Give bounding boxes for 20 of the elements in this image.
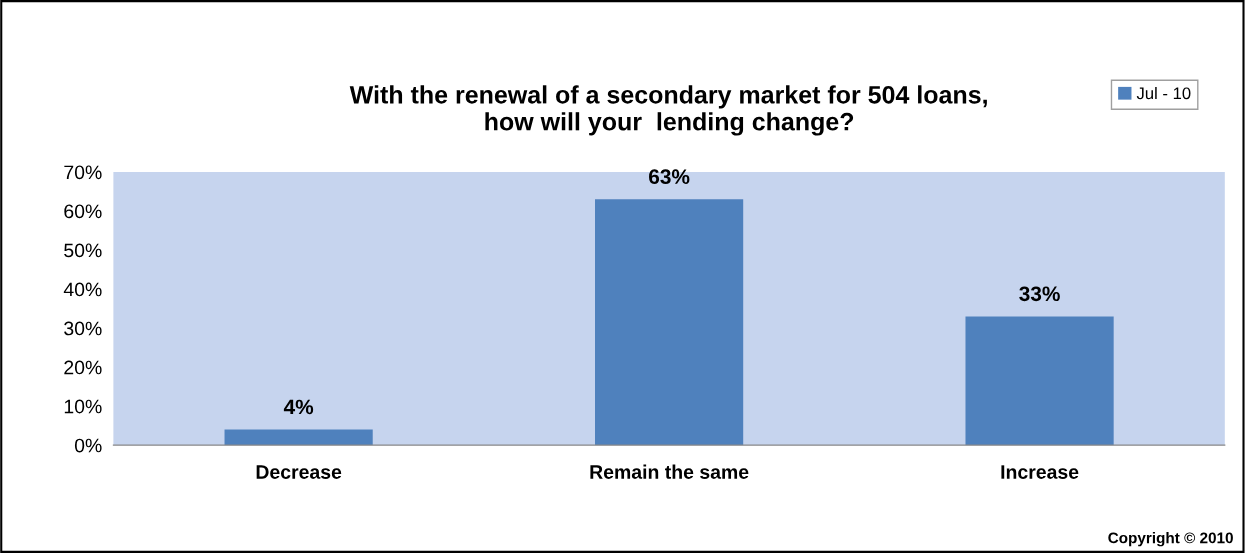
bar	[965, 316, 1114, 446]
data-label: 4%	[283, 399, 314, 415]
y-tick-label: 50%	[64, 243, 102, 258]
x-tick-label: Decrease	[256, 465, 342, 479]
x-tick-label: Increase	[1001, 465, 1079, 479]
y-tick-label: 40%	[63, 282, 102, 297]
data-label: 63%	[649, 169, 690, 185]
bar	[595, 199, 744, 446]
data-label: 33%	[1019, 286, 1060, 302]
y-tick-label: 0%	[74, 438, 102, 453]
x-tick-label: Remain the same	[590, 464, 749, 479]
bar	[224, 429, 373, 446]
y-tick-label: 30%	[64, 321, 102, 336]
y-tick-label: 60%	[64, 204, 102, 219]
text: Copyright © 2010	[1108, 532, 1233, 547]
y-tick-label: 20%	[64, 360, 102, 375]
chart-title: With the renewal of a secondary market for 504 loans, how will your lending change?	[349, 85, 987, 136]
legend-label: Jul - 10	[1136, 86, 1191, 100]
y-tick-label: 70%	[64, 165, 102, 180]
y-tick-label: 10%	[64, 399, 102, 414]
